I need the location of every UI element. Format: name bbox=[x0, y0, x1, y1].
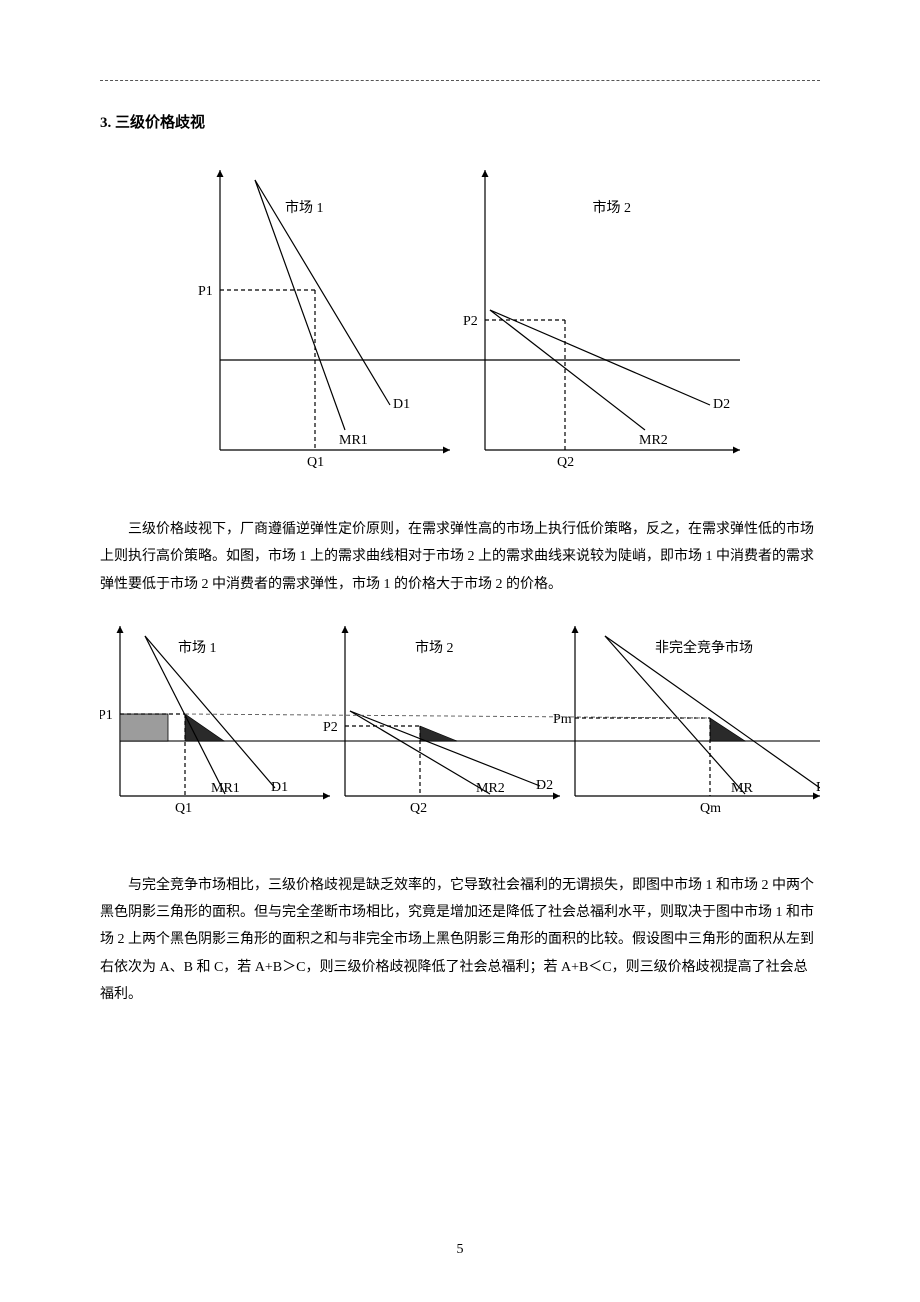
svg-text:MR1: MR1 bbox=[339, 433, 368, 448]
svg-text:D1: D1 bbox=[271, 780, 288, 795]
svg-text:Q2: Q2 bbox=[410, 801, 427, 816]
svg-text:D: D bbox=[816, 780, 820, 795]
paragraph-block-1: 三级价格歧视下，厂商遵循逆弹性定价原则，在需求弹性高的市场上执行低价策略，反之，… bbox=[100, 516, 820, 598]
svg-text:Pm: Pm bbox=[553, 712, 572, 727]
svg-text:市场 2: 市场 2 bbox=[593, 199, 632, 216]
svg-text:非完全竞争市场: 非完全竞争市场 bbox=[655, 639, 753, 656]
svg-text:D1: D1 bbox=[393, 397, 410, 412]
svg-text:D2: D2 bbox=[536, 778, 553, 793]
paragraph-1: 三级价格歧视下，厂商遵循逆弹性定价原则，在需求弹性高的市场上执行低价策略，反之，… bbox=[100, 516, 820, 598]
figure-two-markets: MC市场 1D1MR1P1Q1市场 2D2MR2P2Q2 bbox=[180, 150, 740, 480]
svg-text:D2: D2 bbox=[713, 397, 730, 412]
figure-three-markets: MC市场 1D1MR1P1Q1市场 2D2MR2P2Q2非完全竞争市场DMRPm… bbox=[100, 616, 820, 836]
svg-text:Qm: Qm bbox=[700, 801, 721, 816]
svg-text:市场 1: 市场 1 bbox=[178, 639, 217, 656]
svg-text:Q1: Q1 bbox=[175, 801, 192, 816]
section-heading: 3. 三级价格歧视 bbox=[100, 111, 820, 132]
svg-text:P1: P1 bbox=[198, 284, 213, 299]
svg-text:Q1: Q1 bbox=[307, 455, 324, 470]
svg-text:市场 1: 市场 1 bbox=[285, 199, 324, 216]
svg-text:Q2: Q2 bbox=[557, 455, 574, 470]
page-number: 5 bbox=[0, 1242, 920, 1258]
svg-text:P2: P2 bbox=[463, 314, 478, 329]
svg-text:MR2: MR2 bbox=[639, 433, 668, 448]
paragraph-2: 与完全竞争市场相比，三级价格歧视是缺乏效率的，它导致社会福利的无谓损失，即图中市… bbox=[100, 872, 820, 1008]
svg-text:MR2: MR2 bbox=[476, 781, 505, 796]
page: 3. 三级价格歧视 MC市场 1D1MR1P1Q1市场 2D2MR2P2Q2 三… bbox=[0, 0, 920, 1302]
top-rule bbox=[100, 80, 820, 81]
paragraph-block-2: 与完全竞争市场相比，三级价格歧视是缺乏效率的，它导致社会福利的无谓损失，即图中市… bbox=[100, 872, 820, 1008]
svg-text:P1: P1 bbox=[100, 708, 113, 723]
svg-text:MR1: MR1 bbox=[211, 781, 240, 796]
svg-text:市场 2: 市场 2 bbox=[415, 639, 454, 656]
svg-text:P2: P2 bbox=[323, 720, 338, 735]
svg-text:MR: MR bbox=[731, 781, 753, 796]
